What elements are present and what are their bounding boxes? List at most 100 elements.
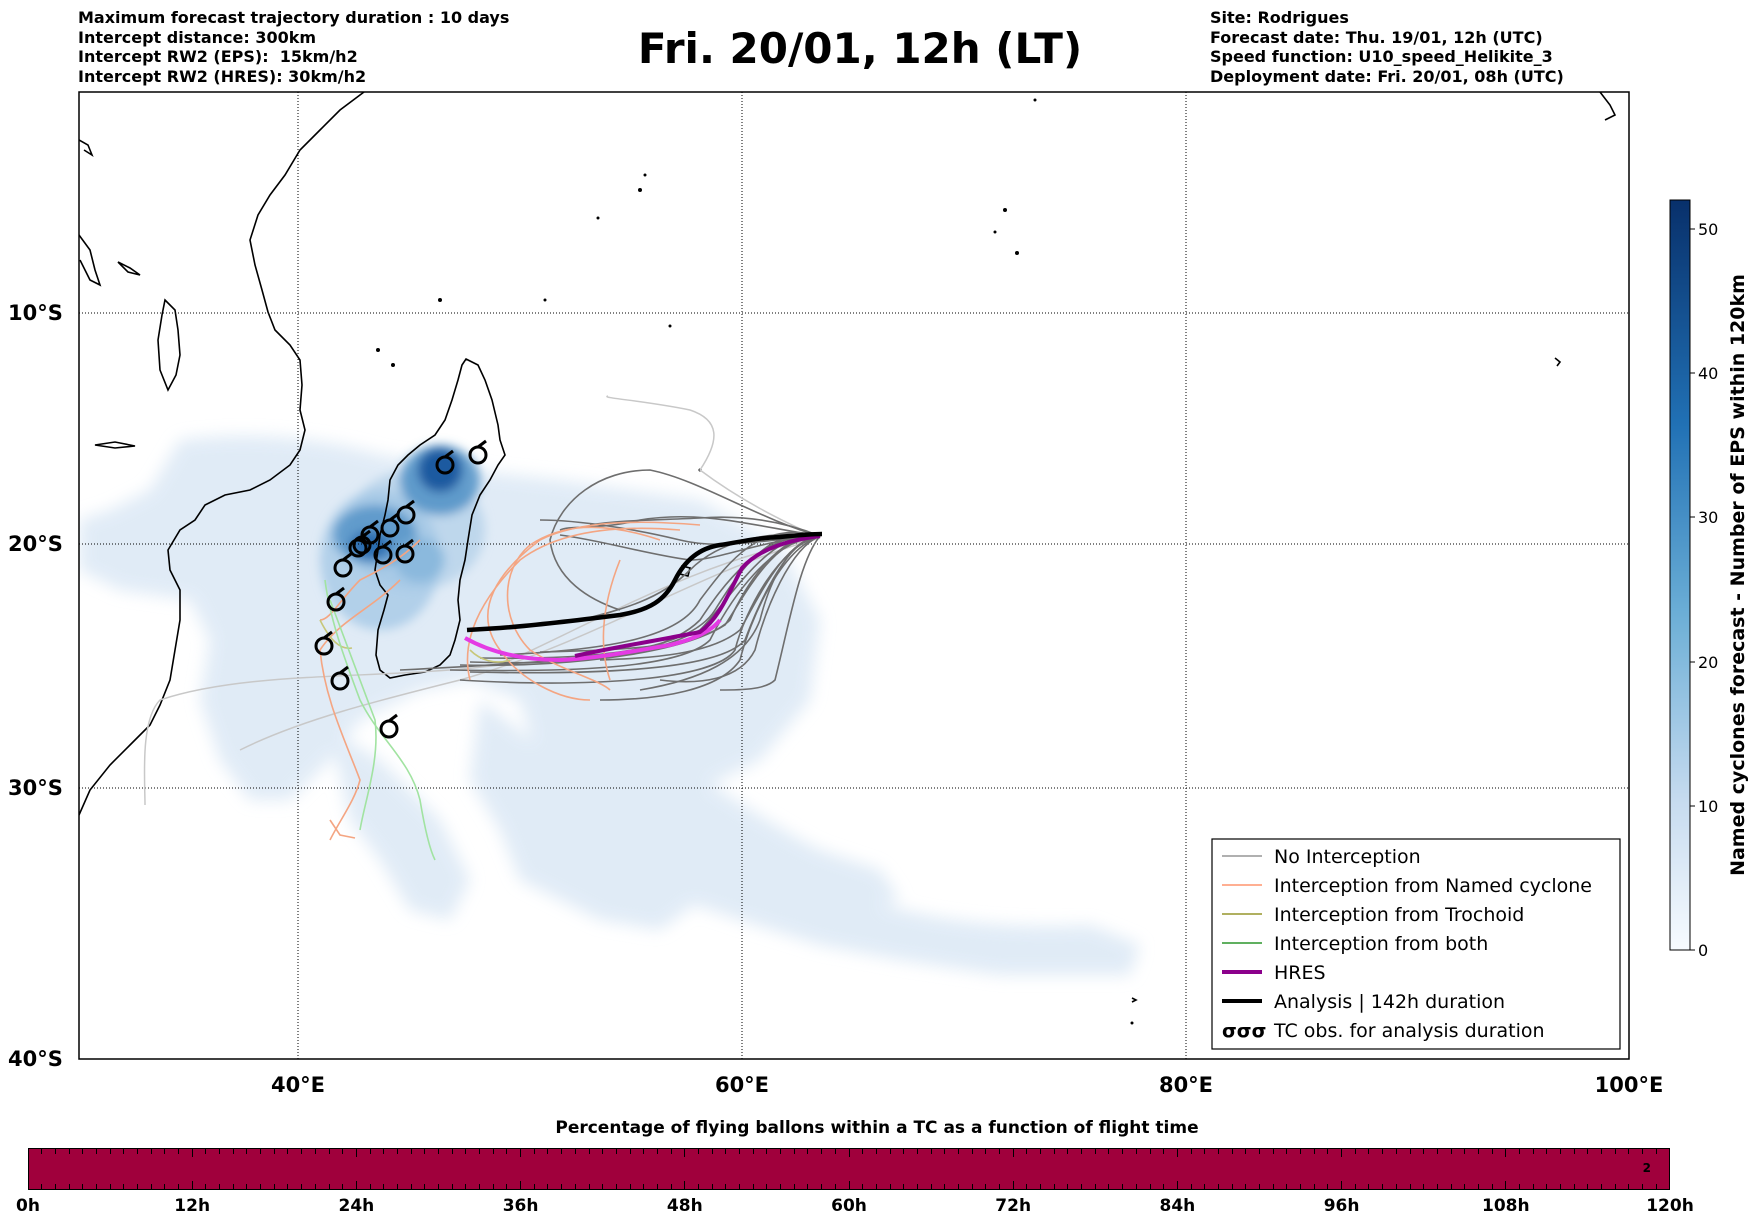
flight-time-minor-tick — [561, 1149, 563, 1154]
flight-time-tick: 72h — [995, 1196, 1032, 1216]
flight-time-minor-tick — [944, 1184, 946, 1189]
flight-time-minor-tick — [1204, 1184, 1206, 1189]
legend-label-analysis: Analysis | 142h duration — [1274, 991, 1505, 1013]
flight-time-minor-tick — [68, 1184, 70, 1189]
flight-time-minor-tick — [561, 1184, 563, 1189]
tc-symbol — [373, 539, 393, 565]
flight-time-minor-tick — [1327, 1184, 1329, 1189]
flight-time-minor-tick — [793, 1184, 795, 1189]
flight-time-minor-tick — [985, 1184, 987, 1189]
flight-time-minor-tick — [246, 1149, 248, 1154]
flight-time-minor-tick — [1546, 1184, 1548, 1189]
flight-time-minor-tick — [479, 1184, 481, 1189]
lat-tick-20s: 20°S — [8, 532, 63, 556]
flight-time-bar-value: 2 — [1642, 1161, 1651, 1175]
flight-time-minor-tick — [957, 1184, 959, 1189]
flight-time-minor-tick — [123, 1184, 125, 1189]
flight-time-minor-tick — [232, 1149, 234, 1154]
flight-time-minor-tick — [999, 1149, 1001, 1154]
flight-time-minor-tick — [314, 1184, 316, 1189]
flight-time-minor-tick — [1026, 1149, 1028, 1154]
flight-time-minor-tick — [875, 1184, 877, 1189]
flight-time-minor-tick — [862, 1149, 864, 1154]
tc-obs-symbols — [314, 439, 488, 739]
flight-time-minor-tick — [1464, 1184, 1466, 1189]
flight-time-minor-tick — [82, 1149, 84, 1154]
legend-label-named-cyclone: Interception from Named cyclone — [1274, 875, 1592, 897]
flight-time-minor-tick — [520, 1181, 522, 1189]
flight-time-minor-tick — [916, 1184, 918, 1189]
tc-symbol — [380, 512, 400, 538]
colorbar-tick-20: 20 — [1698, 653, 1718, 672]
flight-time-minor-tick — [602, 1184, 604, 1189]
flight-time-minor-tick — [506, 1184, 508, 1189]
flight-time-minor-tick — [82, 1184, 84, 1189]
legend-label-hres: HRES — [1274, 962, 1326, 984]
flight-time-minor-tick — [1560, 1184, 1562, 1189]
flight-time-minor-tick — [1259, 1184, 1260, 1189]
header-left-info: Maximum forecast trajectory duration : 1… — [78, 8, 509, 86]
flight-time-minor-tick — [574, 1149, 576, 1154]
flight-time-minor-tick — [547, 1149, 549, 1154]
coastlines — [79, 92, 1617, 1003]
flight-time-minor-tick — [533, 1149, 535, 1154]
colorbar-label: Named cyclones forecast - Number of EPS … — [1727, 274, 1749, 876]
flight-time-minor-tick — [191, 1181, 193, 1189]
flight-time-minor-tick — [903, 1149, 905, 1154]
flight-time-minor-tick — [1108, 1149, 1110, 1154]
flight-time-minor-tick — [1231, 1184, 1233, 1189]
flight-time-minor-tick — [369, 1149, 371, 1154]
colorbar-tick-30: 30 — [1698, 508, 1718, 527]
flight-time-minor-tick — [506, 1149, 508, 1154]
flight-time-minor-tick — [260, 1149, 262, 1154]
lon-tick-60e: 60°E — [715, 1073, 769, 1097]
flight-time-minor-tick — [1546, 1149, 1548, 1154]
flight-time-minor-tick — [1655, 1149, 1657, 1154]
flight-time-minor-tick — [930, 1184, 932, 1189]
flight-time-minor-tick — [903, 1184, 905, 1189]
flight-time-minor-tick — [848, 1181, 850, 1189]
flight-time-minor-tick — [41, 1149, 43, 1154]
flight-time-minor-tick — [383, 1149, 385, 1154]
flight-time-minor-tick — [1286, 1149, 1288, 1154]
flight-time-minor-tick — [1354, 1149, 1356, 1154]
flight-time-minor-tick — [287, 1149, 289, 1154]
flight-time-minor-tick — [1176, 1181, 1178, 1189]
legend-label-both: Interception from both — [1274, 933, 1488, 955]
flight-time-minor-tick — [355, 1181, 357, 1189]
flight-time-minor-tick — [1245, 1184, 1247, 1189]
flight-time-minor-tick — [109, 1184, 111, 1189]
hres-trajectory-purple — [574, 534, 821, 658]
colorbar-tick-0: 0 — [1698, 941, 1708, 960]
flight-time-minor-tick — [260, 1184, 262, 1189]
flight-time-tick: 120h — [1646, 1196, 1694, 1216]
flight-time-minor-tick — [752, 1184, 754, 1189]
flight-time-minor-tick — [68, 1149, 70, 1154]
flight-time-minor-tick — [1450, 1184, 1452, 1189]
flight-time-minor-tick — [1587, 1184, 1589, 1189]
flight-time-minor-tick — [1327, 1149, 1329, 1154]
legend: No Interception Interception from Named … — [1211, 838, 1621, 1050]
flight-time-minor-tick — [1135, 1184, 1137, 1189]
flight-time-minor-tick — [793, 1149, 795, 1154]
flight-time-minor-tick — [396, 1184, 398, 1189]
hres-trajectory — [464, 618, 722, 663]
flight-time-minor-tick — [862, 1184, 864, 1189]
flight-time-minor-tick — [355, 1149, 357, 1157]
flight-time-minor-tick — [1163, 1184, 1165, 1189]
flight-time-minor-tick — [1382, 1149, 1384, 1154]
flight-time-minor-tick — [328, 1184, 330, 1189]
flight-time-minor-tick — [396, 1149, 398, 1154]
flight-time-minor-tick — [684, 1149, 686, 1157]
flight-time-minor-tick — [451, 1184, 453, 1189]
flight-time-minor-tick — [739, 1184, 741, 1189]
flight-time-minor-tick — [1532, 1184, 1534, 1189]
flight-time-minor-tick — [1628, 1184, 1630, 1189]
flight-time-minor-tick — [1094, 1184, 1096, 1189]
flight-time-minor-tick — [1163, 1149, 1165, 1154]
flight-time-minor-tick — [629, 1149, 631, 1154]
flight-time-minor-tick — [656, 1149, 658, 1154]
flight-time-minor-tick — [1094, 1149, 1096, 1154]
flight-time-minor-tick — [684, 1181, 686, 1189]
